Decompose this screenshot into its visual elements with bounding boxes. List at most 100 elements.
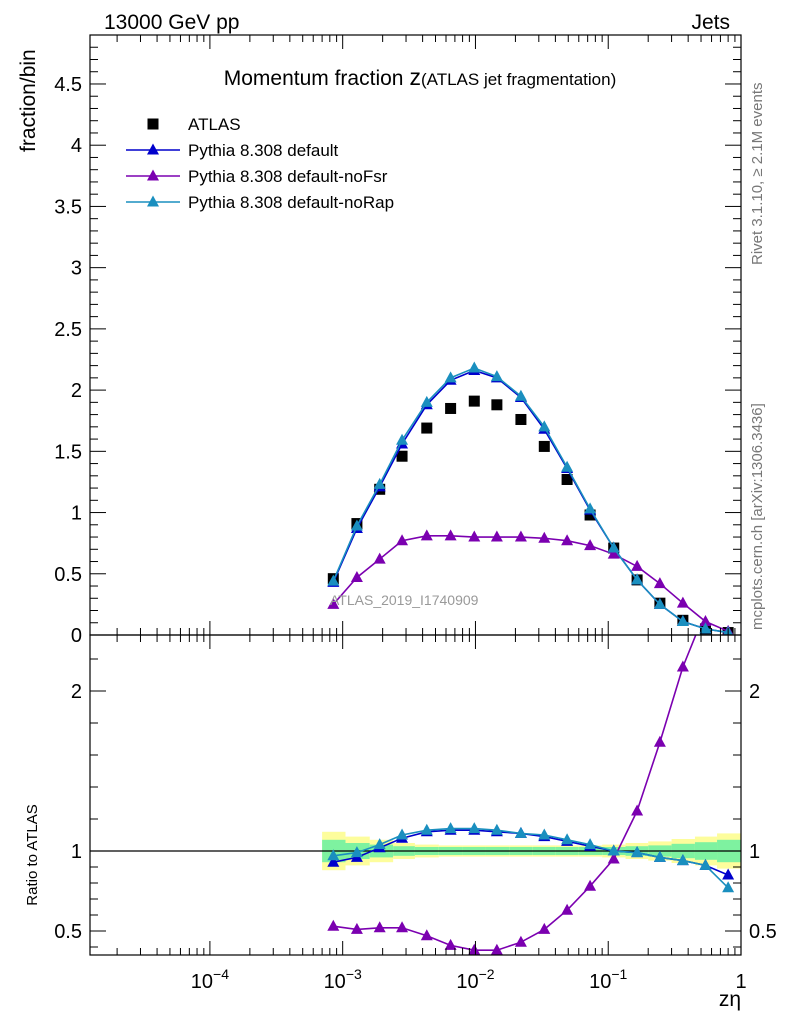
legend-marker [147,169,159,181]
x-tick-label: 1 [735,971,746,993]
data-point [468,361,481,373]
ratio-y-axis: 0.5 0.5 1 1 2 2 [54,658,777,948]
x-axis: 10−4 10−3 10−2 10−1 1 [116,635,747,993]
y-tick-label: 4.5 [54,74,82,96]
data-point [327,574,340,586]
header-energy-label: 13000 GeV pp [104,11,239,34]
data-point [631,846,644,858]
data-point [421,422,433,434]
ratio-y-tick-label-right: 2 [749,681,760,703]
ratio-y-axis-label: Ratio to ATLAS [24,804,41,905]
data-point [653,735,666,747]
data-point [538,440,550,452]
main-y-axis-label: fraction/bin [17,49,40,152]
legend-label: Pythia 8.308 default [188,141,339,160]
data-point [396,450,408,462]
data-point [327,855,340,867]
legend: ATLAS Pythia 8.308 default Pythia 8.308 de… [126,115,394,212]
x-tick-label: 10−3 [324,966,362,993]
data-point [538,531,551,543]
data-point [699,622,712,634]
data-point [607,852,620,864]
data-point [653,597,666,609]
data-point [699,858,712,870]
data-point [607,541,620,553]
ratio-series-layer [327,589,735,955]
data-point [561,473,573,485]
x-axis-label: zη [719,988,741,1011]
data-point [350,519,363,531]
data-point [490,943,503,955]
data-point [561,903,574,915]
data-point [373,477,386,489]
y-tick-label: 3 [71,258,82,280]
y-tick-label: 2.5 [54,319,82,341]
data-point [538,828,551,840]
data-point [699,615,712,627]
main-series-layer [327,361,734,635]
series-line [332,535,729,633]
analysis-watermark: ATLAS_2019_I1740909 [330,592,479,608]
legend-item-atlas: ATLAS [147,115,241,134]
data-point [350,846,363,858]
data-point [676,854,689,866]
data-point [514,530,527,542]
data-point [373,921,386,933]
data-point [327,919,340,931]
data-point [373,838,386,850]
data-point [468,822,481,834]
header-jets-label: Jets [691,11,730,34]
y-tick-label: 2 [71,380,82,402]
chart-title-symbol: z [409,64,421,90]
data-point [607,547,620,559]
legend-label: ATLAS [188,115,241,134]
y-tick-label: 0.5 [54,564,82,586]
data-point [722,868,735,880]
legend-item-pythia-8-308-default-norap: Pythia 8.308 default-noRap [126,193,394,212]
data-point [373,552,386,564]
data-point [631,573,644,585]
data-point [653,850,666,862]
data-point [514,389,527,401]
data-point [490,370,503,382]
data-point [699,605,711,616]
data-point [676,660,689,672]
mcplots-label: mcplots.cern.ch [arXiv:1306.3436] [749,403,766,630]
data-point [396,921,409,933]
data-point [584,838,597,850]
ratio-panel-frame [89,634,742,956]
y-tick-label: 3.5 [54,196,82,218]
y-tick-label: 4 [71,135,82,157]
ratio-y-tick-label: 2 [71,681,82,703]
rivet-version-label: Rivet 3.1.10, ≥ 2.1M events [749,83,766,266]
data-point [468,530,481,542]
legend-item-pythia-8-308-default-nofsr: Pythia 8.308 default-noFsr [126,167,388,186]
data-point [396,828,409,840]
data-point [327,597,340,609]
data-point [538,922,551,934]
data-point [490,530,503,542]
data-point [490,823,503,835]
data-point [607,844,620,856]
data-point [444,938,457,950]
x-tick-label: 10−2 [456,966,494,993]
ratio-y-tick-label-right: 1 [749,841,760,863]
ratio-y-tick-label-right: 0.5 [749,921,777,943]
data-point [514,826,527,838]
data-point [491,399,503,411]
data-point [584,502,597,514]
data-point [631,559,644,571]
main-y-axis: 0 0.5 1 1.5 2 2.5 3 3.5 4 4.5 [54,35,742,647]
data-point [722,589,734,600]
data-point [584,539,597,551]
legend-label: Pythia 8.308 default-noFsr [188,167,388,186]
x-tick-label: 10−4 [191,966,229,993]
data-point [420,529,433,541]
data-point [538,420,551,432]
ratio-y-tick-label: 0.5 [54,921,82,943]
data-point [350,570,363,582]
data-point [396,433,409,445]
legend-marker [147,143,159,155]
x-tick-label: 10−1 [589,966,627,993]
data-point [350,922,363,934]
